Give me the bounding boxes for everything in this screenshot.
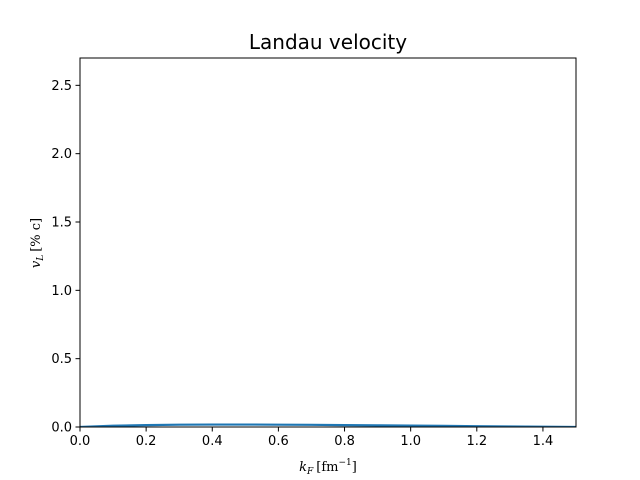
y-tick-label: 1.0: [51, 284, 72, 299]
y-tick-label: 2.0: [51, 147, 72, 162]
x-tick-label: 0.8: [334, 434, 355, 449]
y-tick-label: 0.0: [51, 421, 72, 436]
axes-frame: [79, 57, 577, 428]
x-tick-label: 0.4: [202, 434, 223, 449]
x-tick-label: 0.2: [136, 434, 157, 449]
x-tick-label: 1.4: [533, 434, 554, 449]
y-tick-label: 1.5: [51, 216, 72, 231]
x-tick-label: 0.0: [70, 434, 91, 449]
x-tick-label: 1.0: [400, 434, 421, 449]
x-tick-label: 1.2: [466, 434, 487, 449]
series-line-0: [80, 423, 576, 427]
x-axis-label: kF [fm−1]: [299, 458, 357, 477]
chart-title: Landau velocity: [249, 30, 407, 54]
y-tick-label: 0.5: [51, 352, 72, 367]
plot-area: 0.0 0.2 0.4 0.6 0.8 1.0 1.2 1.4 0.0 0.5 1.0 1.5 2.0 2…: [51, 57, 577, 449]
x-tick-label: 0.6: [268, 434, 289, 449]
y-tick-label: 2.5: [51, 79, 72, 94]
y-axis-label: vL[% c]: [29, 218, 46, 268]
